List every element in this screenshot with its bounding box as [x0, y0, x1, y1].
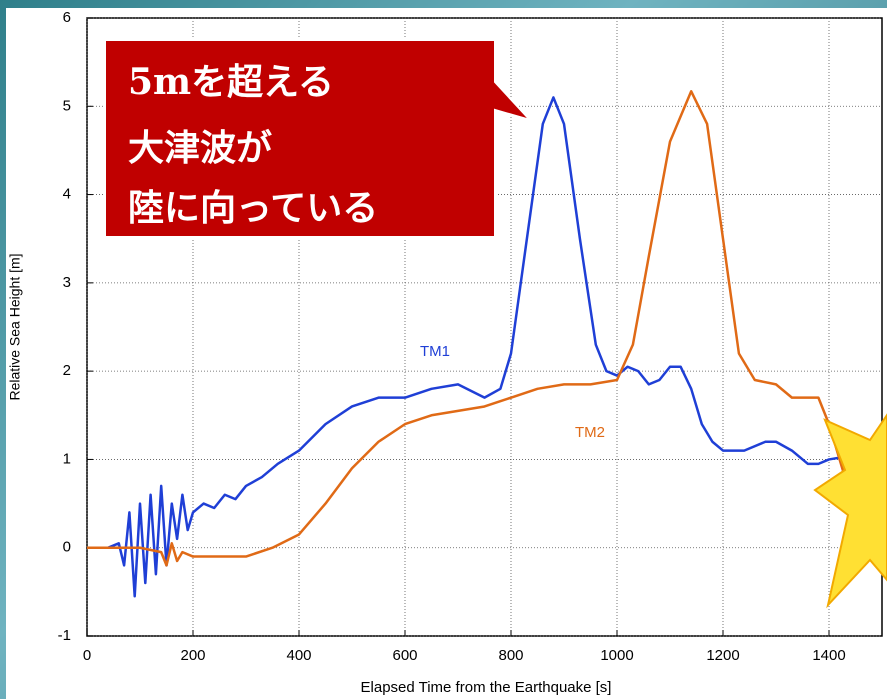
chart: 0 200 400 600 800 1000 1200 1400 -1 0 1 2 3 4 5 6 TM1 TM2… [0, 0, 887, 699]
y-tick-label: 0 [63, 539, 71, 556]
annotation: 陸に向っている [128, 188, 378, 229]
x-tick-label: 600 [392, 647, 417, 664]
y-tick-label: 1 [63, 450, 71, 467]
legend-label: TM2 [575, 424, 605, 441]
legend-label: TM1 [420, 343, 450, 360]
y-tick-label: 4 [63, 186, 71, 203]
x-tick-label: 1400 [812, 647, 845, 664]
x-tick-label: 0 [83, 647, 91, 664]
y-tick-label: 6 [63, 9, 71, 26]
y-axis-label: Relative Sea Height [m] [7, 253, 23, 400]
x-tick-label: 1000 [600, 647, 633, 664]
y-tick-label: 5 [63, 97, 71, 114]
x-tick-label: 1200 [706, 647, 739, 664]
y-tick-label: -1 [58, 627, 71, 644]
y-tick-label: 3 [63, 274, 71, 291]
y-tick-label: 2 [63, 362, 71, 379]
x-tick-label: 800 [498, 647, 523, 664]
annotation: 5mを超える [128, 61, 334, 103]
annotation: 大津波が [128, 128, 272, 169]
x-tick-label: 400 [286, 647, 311, 664]
x-tick-label: 200 [180, 647, 205, 664]
x-axis-label: Elapsed Time from the Earthquake [s] [361, 679, 612, 696]
page: 0 200 400 600 800 1000 1200 1400 -1 0 1 2 3 4 5 6 TM1 TM2… [0, 0, 887, 699]
